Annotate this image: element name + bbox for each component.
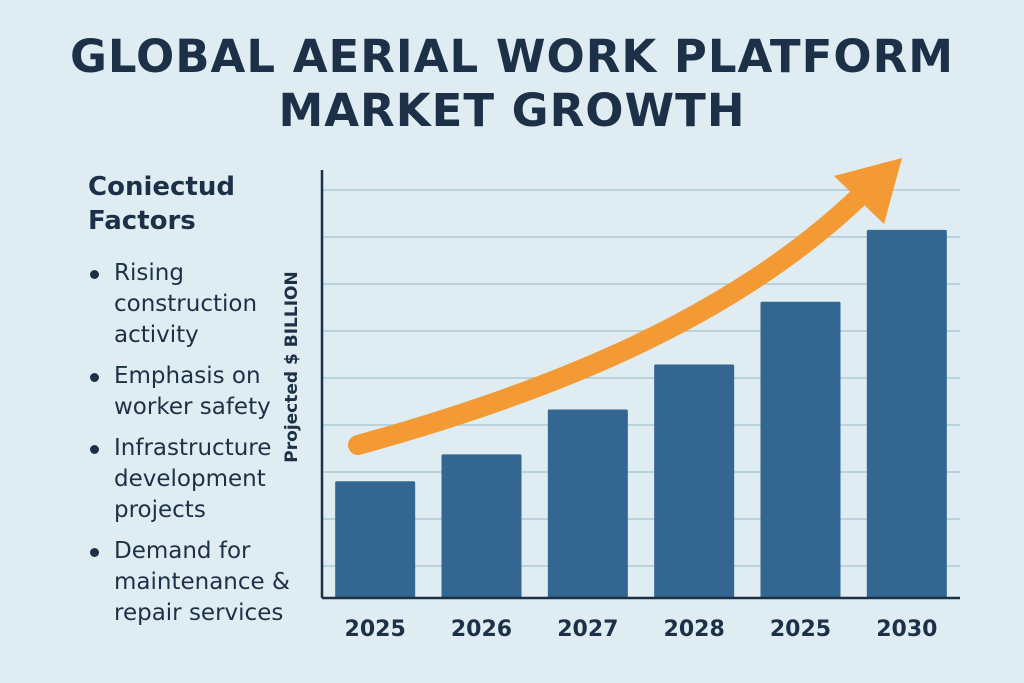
x-tick-label: 2028 [664,617,725,642]
x-tick-label: 2026 [451,617,512,642]
x-tick-label: 2025 [770,617,831,642]
factor-item: Rising construction activity [90,258,312,351]
bar [547,409,628,598]
bar [335,481,416,598]
factors-list: Rising construction activity Emphasis on… [90,258,312,629]
x-tick-label: 2025 [345,617,406,642]
factor-text: Emphasis on worker safety [114,363,271,420]
bar [866,229,947,598]
factor-text: Demand for maintenance & repair services [114,538,290,626]
x-tick-label: 2027 [557,617,618,642]
trend-arrow-line [348,186,870,455]
title-line-2: MARKET GROWTH [278,84,746,137]
y-axis-label: Projected $ BILLION [282,271,302,462]
bar [654,364,735,598]
factor-text: Infrastructure development projects [114,435,272,523]
factor-item: Infrastructure development projects [90,433,312,526]
title-line-1: GLOBAL AERIAL WORK PLATFORM [69,30,955,83]
factor-text: Rising construction activity [114,260,258,348]
factors-heading: Coniectud Factors [88,172,235,236]
x-tick-label: 2030 [876,617,937,642]
bar [441,454,522,598]
bullet-icon [90,445,99,454]
chart-title: GLOBAL AERIAL WORK PLATFORM MARKET GROWT… [0,30,1024,138]
bar [760,301,841,598]
factor-item: Demand for maintenance & repair services [90,536,312,629]
bullet-icon [90,373,99,382]
bullet-icon [90,270,99,279]
bullet-icon [90,548,99,557]
trend-arrow-head [834,158,902,224]
factor-item: Emphasis on worker safety [90,361,312,423]
